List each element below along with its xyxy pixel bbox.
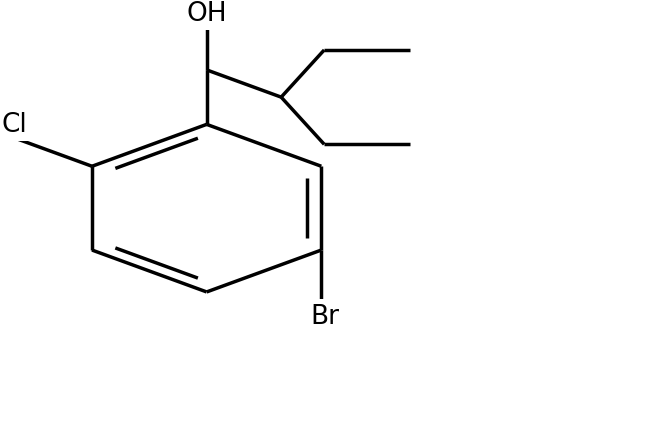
Text: Br: Br [310,304,339,329]
Text: Cl: Cl [1,112,27,138]
Text: OH: OH [186,1,227,27]
